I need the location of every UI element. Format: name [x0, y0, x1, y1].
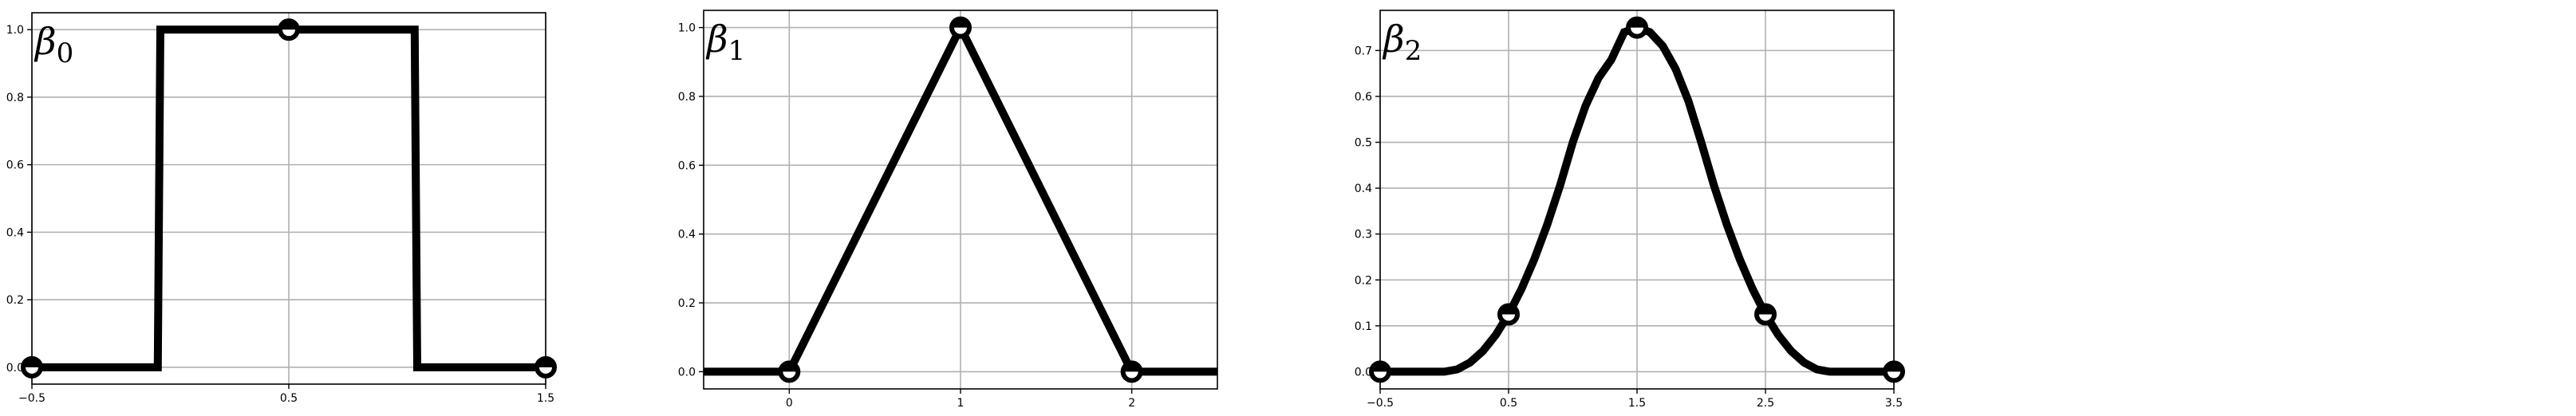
y-tick-label: 0.2	[6, 294, 24, 307]
knot-marker-fill	[1887, 364, 1901, 372]
y-tick-label: 0.6	[678, 159, 696, 172]
chart-panel-1: 0 1 20.00.20.40.60.81.0 β1	[678, 10, 1218, 410]
y-tick-label: 0.4	[6, 226, 24, 239]
knot-marker-fill	[1124, 364, 1139, 372]
knot-marker-fill	[1373, 364, 1387, 372]
knot-marker-fill	[1758, 307, 1773, 315]
knot-marker	[278, 18, 300, 41]
knot-marker	[1626, 16, 1648, 39]
knot-marker	[1369, 360, 1391, 383]
x-tick-label: −0.5	[1367, 397, 1394, 410]
panel-title: β1	[705, 18, 745, 67]
knot-marker	[1883, 360, 1905, 383]
chart-panel-2: −0.5 0.5 1.5 2.5 3.5 0.0 0.1 0.2 0.3 0.4 0.5 0.6 0.7…	[1355, 10, 1905, 410]
knot-marker	[949, 16, 972, 39]
panel-title-subscript: 1	[728, 35, 746, 67]
x-tick-label: −0.5	[18, 392, 45, 405]
x-tick-label: 2.5	[1757, 397, 1774, 410]
chart-panel-0: −0.5 0.5 1.5 0.0 0.2 0.4 0.6 0.8 1.0 β0	[6, 12, 557, 405]
panel-title-symbol: β	[1382, 18, 1405, 61]
panel-title-subscript: 2	[1405, 35, 1422, 67]
panel-title: β0	[34, 20, 73, 69]
x-tick-label: 0.5	[280, 392, 298, 405]
knot-marker	[535, 355, 557, 379]
x-tick-label: 1.5	[1628, 397, 1646, 410]
y-tick-label: 0.6	[6, 159, 24, 172]
y-tick-label: 0.0	[1355, 366, 1372, 379]
y-tick-label: 0.0	[678, 366, 696, 379]
y-tick-label: 0.4	[1355, 182, 1372, 195]
y-tick-label: 0.2	[678, 297, 696, 310]
y-tick-label: 0.7	[1355, 45, 1372, 57]
knot-marker	[778, 360, 801, 383]
y-tick-label: 1.0	[678, 22, 696, 35]
panel-title-symbol: β	[34, 20, 57, 63]
y-tick-label: 0.2	[1355, 274, 1372, 287]
knot-marker	[21, 355, 43, 379]
y-tick-label: 0.1	[1355, 320, 1372, 333]
x-tick-label: 0	[786, 397, 793, 410]
panel-title-symbol: β	[705, 18, 728, 61]
x-tick-label: 2	[1128, 397, 1135, 410]
knot-marker-fill	[953, 20, 968, 28]
y-tick-label: 0.0	[6, 362, 24, 375]
knot-marker-fill	[782, 364, 797, 372]
x-tick-label: 0.5	[1500, 397, 1517, 410]
knot-marker-fill	[25, 359, 39, 367]
knot-marker	[1497, 303, 1520, 326]
y-tick-label: 0.5	[1355, 137, 1372, 150]
y-tick-label: 0.4	[678, 229, 696, 241]
y-tick-label: 0.3	[1355, 229, 1372, 241]
knot-marker-fill	[282, 22, 296, 30]
knot-marker-fill	[538, 359, 553, 367]
x-tick-label: 1.5	[537, 392, 554, 405]
y-tick-label: 0.6	[1355, 91, 1372, 104]
knot-marker-fill	[1630, 20, 1644, 28]
y-tick-label: 0.8	[678, 91, 696, 104]
x-tick-label: 3.5	[1885, 397, 1903, 410]
knot-marker	[1754, 303, 1777, 326]
knot-marker-fill	[1501, 307, 1516, 315]
y-tick-label: 1.0	[6, 24, 24, 37]
y-tick-label: 0.8	[6, 92, 24, 104]
panel-title: β2	[1382, 18, 1422, 67]
knot-marker	[1120, 360, 1143, 383]
x-tick-label: 1	[957, 397, 965, 410]
panel-title-subscript: 0	[57, 37, 74, 69]
